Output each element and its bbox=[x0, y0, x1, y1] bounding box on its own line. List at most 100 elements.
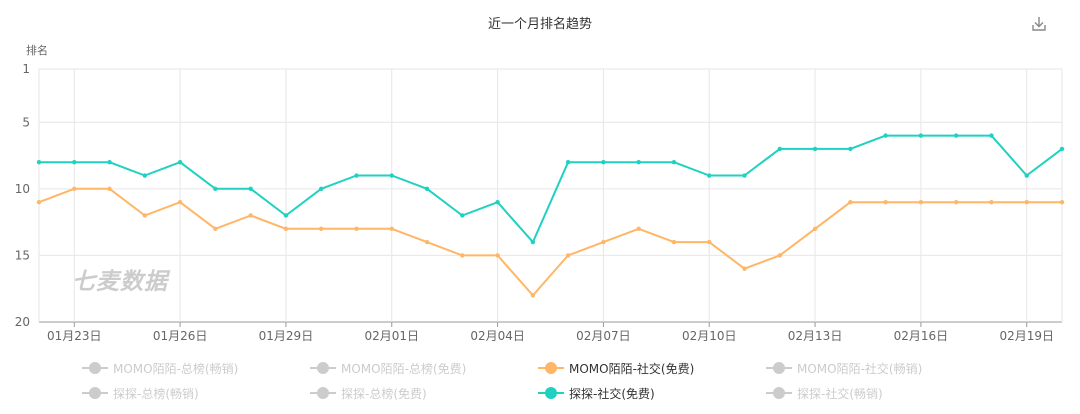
data-point bbox=[107, 160, 112, 165]
x-tick-label: 02月19日 bbox=[999, 329, 1054, 343]
data-point bbox=[918, 199, 924, 205]
data-point bbox=[601, 239, 606, 245]
legend-marker-icon bbox=[766, 361, 792, 375]
data-point bbox=[460, 253, 465, 258]
data-point bbox=[848, 199, 853, 205]
data-point bbox=[953, 199, 959, 205]
data-point bbox=[424, 186, 430, 192]
legend-label: MOMO陌陌-总榜(畅销) bbox=[113, 361, 239, 376]
legend-label: MOMO陌陌-社交(畅销) bbox=[797, 361, 923, 376]
x-tick-label: 01月23日 bbox=[47, 329, 102, 343]
data-point bbox=[248, 186, 253, 192]
x-tick-label: 02月16日 bbox=[894, 329, 949, 343]
legend-item[interactable]: MOMO陌陌-社交(畅销) bbox=[766, 358, 922, 378]
chart-legend: MOMO陌陌-总榜(畅销) MOMO陌陌-总榜(免费) MOMO陌陌-社交(免费) M… bbox=[0, 358, 1080, 408]
legend-marker-icon bbox=[82, 386, 108, 400]
x-tick-label: 01月26日 bbox=[153, 329, 208, 343]
legend-label: MOMO陌陌-总榜(免费) bbox=[341, 361, 467, 376]
legend-item[interactable]: 探探-总榜(免费) bbox=[310, 383, 427, 403]
series-line-0 bbox=[38, 187, 1062, 297]
data-point bbox=[283, 226, 289, 231]
data-point bbox=[177, 160, 183, 165]
chart-title: 近一个月排名趋势 bbox=[487, 17, 592, 32]
data-point bbox=[460, 213, 465, 218]
x-tick-label: 02月10日 bbox=[682, 329, 737, 343]
x-tick-label: 02月04日 bbox=[470, 329, 525, 343]
data-point bbox=[812, 226, 818, 231]
y-tick-label: 20 bbox=[15, 315, 30, 329]
legend-item[interactable]: MOMO陌陌-总榜(免费) bbox=[310, 358, 466, 378]
data-point bbox=[883, 133, 888, 138]
legend-item[interactable]: MOMO陌陌-总榜(畅销) bbox=[82, 358, 238, 378]
data-point bbox=[495, 253, 500, 258]
y-tick-label: 5 bbox=[22, 115, 30, 129]
legend-marker-icon bbox=[538, 386, 564, 400]
data-point bbox=[636, 226, 641, 231]
y-tick-label: 1 bbox=[22, 62, 30, 76]
data-point bbox=[883, 199, 888, 205]
data-point bbox=[601, 160, 606, 165]
legend-marker-icon bbox=[82, 361, 108, 375]
data-point bbox=[354, 226, 359, 231]
legend-marker-icon bbox=[538, 361, 564, 375]
y-tick-label: 10 bbox=[15, 182, 30, 196]
data-point bbox=[142, 213, 148, 218]
data-point bbox=[495, 199, 500, 205]
data-point bbox=[742, 266, 747, 271]
data-point bbox=[671, 160, 677, 165]
data-point bbox=[319, 186, 324, 192]
x-tick-label: 02月07日 bbox=[576, 329, 631, 343]
data-point bbox=[248, 213, 253, 218]
data-point bbox=[36, 199, 42, 205]
data-point bbox=[707, 239, 712, 245]
data-point bbox=[1024, 199, 1029, 205]
data-point bbox=[989, 199, 994, 205]
data-point bbox=[707, 173, 712, 178]
legend-marker-icon bbox=[310, 386, 336, 400]
data-point bbox=[636, 160, 641, 165]
legend-label: 探探-总榜(免费) bbox=[341, 386, 427, 401]
legend-label: 探探-社交(畅销) bbox=[797, 386, 883, 401]
series-line-1 bbox=[39, 134, 1063, 244]
data-point bbox=[1059, 199, 1065, 205]
legend-label: 探探-总榜(畅销) bbox=[113, 386, 199, 401]
x-tick-label: 02月13日 bbox=[788, 329, 843, 343]
data-point bbox=[354, 173, 359, 178]
legend-marker-icon bbox=[766, 386, 792, 400]
data-point bbox=[389, 226, 394, 231]
data-point bbox=[177, 199, 183, 205]
legend-marker-icon bbox=[310, 361, 336, 375]
legend-item[interactable]: 探探-社交(畅销) bbox=[766, 383, 883, 403]
data-point bbox=[918, 133, 924, 138]
data-point bbox=[1059, 146, 1065, 152]
data-point bbox=[953, 133, 959, 138]
data-point bbox=[565, 253, 571, 258]
data-point bbox=[742, 173, 747, 178]
data-point bbox=[107, 186, 112, 192]
data-point bbox=[1024, 173, 1029, 178]
data-point bbox=[530, 293, 536, 298]
legend-label: 探探-社交(免费) bbox=[569, 386, 655, 401]
data-point bbox=[72, 186, 77, 192]
data-point bbox=[777, 146, 782, 152]
y-tick-label: 15 bbox=[15, 248, 30, 262]
data-point bbox=[72, 160, 77, 165]
data-point bbox=[777, 253, 782, 258]
download-icon[interactable] bbox=[1029, 14, 1049, 34]
y-axis-label: 排名 bbox=[26, 44, 48, 57]
data-point bbox=[213, 226, 218, 231]
legend-item[interactable]: 探探-社交(免费) bbox=[538, 383, 655, 403]
x-tick-label: 02月01日 bbox=[364, 329, 419, 343]
data-point bbox=[213, 186, 218, 192]
legend-item[interactable]: 探探-总榜(畅销) bbox=[82, 383, 199, 403]
data-point bbox=[424, 239, 430, 245]
data-point bbox=[989, 133, 994, 138]
data-point bbox=[848, 146, 853, 152]
data-point bbox=[389, 173, 394, 178]
legend-item[interactable]: MOMO陌陌-社交(免费) bbox=[538, 358, 694, 378]
data-point bbox=[142, 173, 148, 178]
data-point bbox=[319, 226, 324, 231]
data-point bbox=[812, 146, 818, 152]
data-point bbox=[671, 239, 677, 245]
